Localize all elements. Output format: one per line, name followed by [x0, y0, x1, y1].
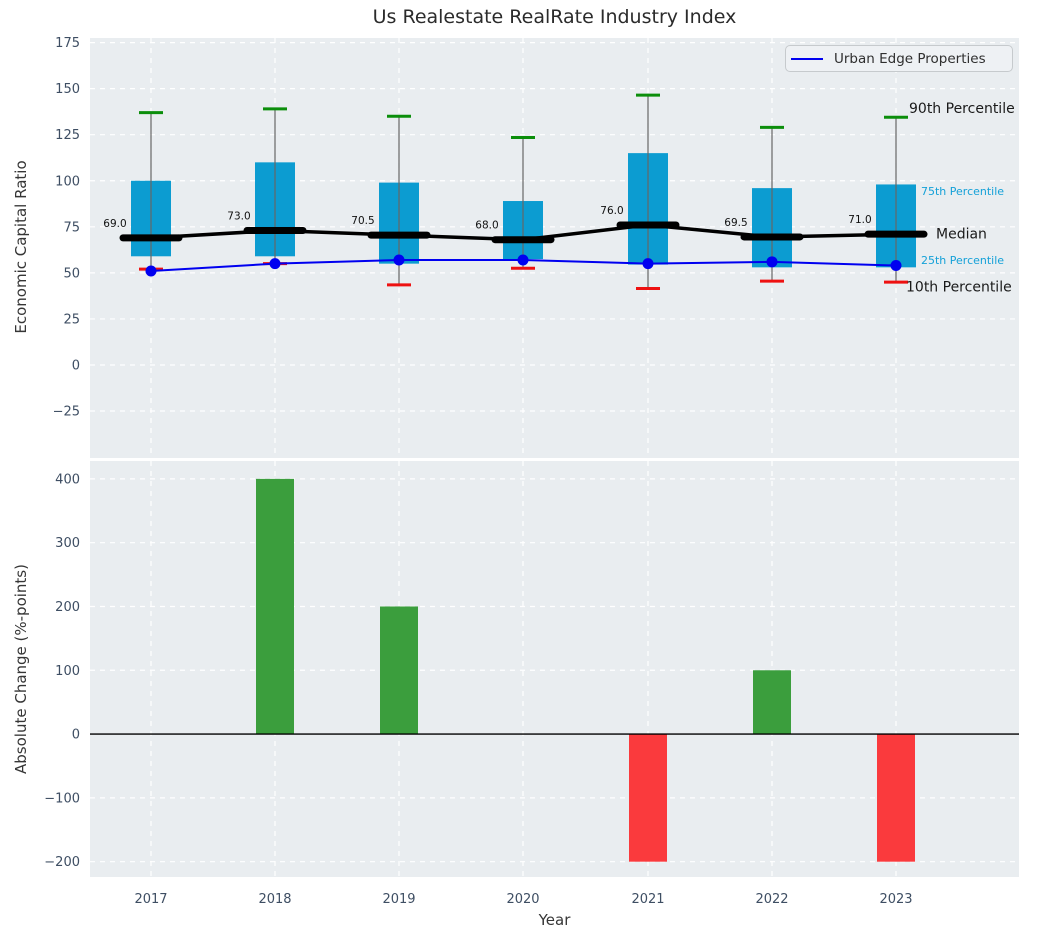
top-ytick-50: 50: [63, 266, 80, 281]
bottom-ytick-labels: 400 300 200 100 0 −100 −200: [44, 472, 80, 870]
company-marker-2021: [642, 258, 654, 270]
bottom-ytick-0: 0: [72, 728, 80, 743]
median-value-2021: 76.0: [600, 205, 623, 217]
legend-label: Urban Edge Properties: [834, 50, 986, 67]
median-value-2022: 69.5: [724, 217, 747, 229]
top-ytick-25: 25: [63, 312, 80, 327]
top-ytick-0: 0: [72, 358, 80, 373]
percentile-annotations: 90th Percentile 75th Percentile Median 25th…: [906, 101, 1015, 296]
xtick-2018: 2018: [258, 892, 291, 907]
top-ytick-−25: −25: [53, 405, 80, 420]
annotation-10th-percentile: 10th Percentile: [906, 280, 1012, 296]
bar-2021: [629, 734, 667, 862]
xtick-2022: 2022: [755, 892, 788, 907]
median-value-2018: 73.0: [227, 211, 250, 223]
bottom-ytick-400: 400: [55, 472, 80, 487]
median-value-2023: 71.0: [848, 214, 871, 226]
bar-2018: [256, 478, 294, 735]
bottom-plot-area: [90, 461, 1019, 877]
bar-2023: [877, 734, 915, 862]
top-ytick-150: 150: [55, 82, 80, 97]
company-markers: [145, 254, 902, 277]
bottom-y-axis-label: Absolute Change (%-points): [12, 564, 30, 774]
chart-title: Us Realestate RealRate Industry Index: [372, 6, 737, 28]
change-bars: [256, 478, 915, 862]
median-value-labels: 69.0 73.0 70.5 68.0 76.0 69.5 71.0: [103, 205, 871, 232]
p90-caps: [139, 93, 908, 139]
legend: Urban Edge Properties: [785, 45, 1013, 72]
company-marker-2020: [517, 254, 529, 266]
median-value-2017: 69.0: [103, 218, 126, 230]
xtick-2019: 2019: [382, 892, 415, 907]
top-ytick-175: 175: [55, 36, 80, 51]
annotation-75th-percentile: 75th Percentile: [921, 185, 1004, 198]
xtick-2023: 2023: [879, 892, 912, 907]
xtick-labels: 2017 2018 2019 2020 2021 2022 2023: [134, 892, 912, 907]
top-ytick-100: 100: [55, 174, 80, 189]
median-value-2020: 68.0: [475, 220, 498, 232]
bar-2019: [380, 606, 418, 735]
bar-2022: [753, 670, 791, 735]
top-ytick-75: 75: [63, 220, 80, 235]
company-marker-2022: [766, 256, 778, 268]
legend-line-sample: [791, 57, 823, 60]
median-value-2019: 70.5: [351, 215, 374, 227]
company-marker-2019: [393, 254, 405, 266]
company-marker-2017: [145, 265, 157, 277]
company-marker-2023: [890, 260, 902, 271]
top-plot-area: [90, 38, 1019, 458]
annotation-25th-percentile: 25th Percentile: [921, 254, 1004, 267]
bottom-ytick-200: 200: [55, 600, 80, 615]
bottom-ytick-−200: −200: [44, 855, 80, 870]
xtick-2021: 2021: [631, 892, 664, 907]
bottom-ytick-100: 100: [55, 664, 80, 679]
bottom-ytick-−100: −100: [44, 791, 80, 806]
median-segments: [119, 221, 928, 244]
annotation-90th-percentile: 90th Percentile: [909, 101, 1015, 117]
top-y-axis-label: Economic Capital Ratio: [12, 160, 30, 334]
x-axis-label: Year: [538, 911, 571, 929]
top-ytick-labels: 175 150 125 100 75 50 25 0 −25: [53, 36, 80, 419]
xtick-2017: 2017: [134, 892, 167, 907]
bottom-ytick-300: 300: [55, 536, 80, 551]
company-marker-2018: [269, 258, 281, 270]
top-ytick-125: 125: [55, 128, 80, 143]
annotation-median: Median: [936, 226, 987, 242]
xtick-2020: 2020: [506, 892, 539, 907]
